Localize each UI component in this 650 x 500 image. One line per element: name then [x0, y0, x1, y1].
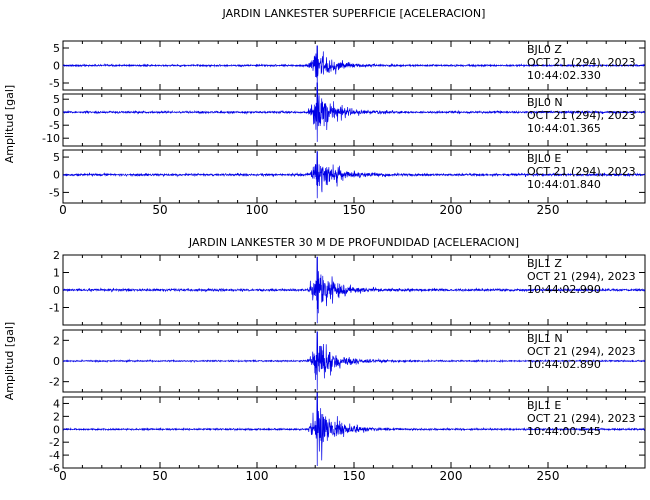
x-tick-label: 200 [440, 469, 463, 483]
y-tick-label: 1 [53, 267, 60, 280]
y-tick-label: 0 [53, 106, 60, 119]
station-channel-label: BJL0 Z [527, 43, 562, 56]
date-label: OCT 21 (294), 2023 [527, 109, 636, 122]
y-tick-label: 5 [53, 93, 60, 106]
chart-title: JARDIN LANKESTER SUPERFICIE [ACELERACION… [222, 7, 486, 20]
date-label: OCT 21 (294), 2023 [527, 412, 636, 425]
x-tick-label: 250 [537, 203, 560, 217]
waveform-trace [62, 45, 646, 86]
y-tick-label: -2 [49, 376, 60, 389]
y-tick-label: 2 [53, 334, 60, 347]
date-label: OCT 21 (294), 2023 [527, 165, 636, 178]
y-tick-label: 5 [53, 151, 60, 164]
x-tick-label: 100 [246, 203, 269, 217]
y-tick-label: -1 [49, 302, 60, 315]
x-tick-label: 250 [537, 469, 560, 483]
y-tick-label: -5 [49, 186, 60, 199]
x-tick-label: 0 [59, 469, 67, 483]
station-channel-label: BJL0 N [527, 96, 563, 109]
station-channel-label: BJL1 E [527, 399, 561, 412]
waveform-trace [62, 392, 646, 467]
y-tick-label: -2 [49, 436, 60, 449]
y-tick-label: 4 [53, 397, 60, 410]
date-label: OCT 21 (294), 2023 [527, 345, 636, 358]
y-tick-label: 5 [53, 42, 60, 55]
y-axis-label: Amplitud [gal] [3, 322, 16, 400]
y-tick-label: 2 [53, 410, 60, 423]
time-label: 10:44:01.365 [527, 122, 601, 135]
time-label: 10:44:02.990 [527, 283, 601, 296]
x-tick-label: 50 [152, 469, 167, 483]
y-axis-label: Amplitud [gal] [3, 85, 16, 163]
y-tick-label: -4 [49, 449, 60, 462]
x-tick-label: 200 [440, 203, 463, 217]
waveform-trace [62, 82, 646, 142]
station-channel-label: BJL1 Z [527, 257, 562, 270]
time-label: 10:44:02.330 [527, 69, 601, 82]
x-tick-label: 100 [246, 469, 269, 483]
x-tick-label: 0 [59, 203, 67, 217]
y-tick-label: -10 [42, 132, 60, 145]
x-tick-label: 50 [152, 203, 167, 217]
chart-1: JARDIN LANKESTER SUPERFICIE [ACELERACION… [3, 7, 646, 217]
time-label: 10:44:00.545 [527, 425, 601, 438]
station-channel-label: BJL0 E [527, 152, 561, 165]
time-label: 10:44:02.890 [527, 358, 601, 371]
y-tick-label: 0 [53, 60, 60, 73]
y-tick-label: 0 [53, 423, 60, 436]
waveform-trace [62, 331, 646, 391]
time-label: 10:44:01.840 [527, 178, 601, 191]
y-tick-label: -6 [49, 462, 60, 475]
y-tick-label: 2 [53, 249, 60, 262]
x-tick-label: 150 [343, 203, 366, 217]
chart-title: JARDIN LANKESTER 30 M DE PROFUNDIDAD [AC… [188, 236, 519, 249]
station-channel-label: BJL1 N [527, 332, 563, 345]
chart-2: JARDIN LANKESTER 30 M DE PROFUNDIDAD [AC… [3, 236, 646, 483]
y-tick-label: 0 [53, 284, 60, 297]
y-tick-label: -5 [49, 119, 60, 132]
y-tick-label: 0 [53, 169, 60, 182]
y-tick-label: 0 [53, 355, 60, 368]
waveform-trace [62, 256, 646, 324]
waveform-trace [62, 151, 646, 199]
date-label: OCT 21 (294), 2023 [527, 270, 636, 283]
x-tick-label: 150 [343, 469, 366, 483]
y-tick-label: -5 [49, 77, 60, 90]
date-label: OCT 21 (294), 2023 [527, 56, 636, 69]
